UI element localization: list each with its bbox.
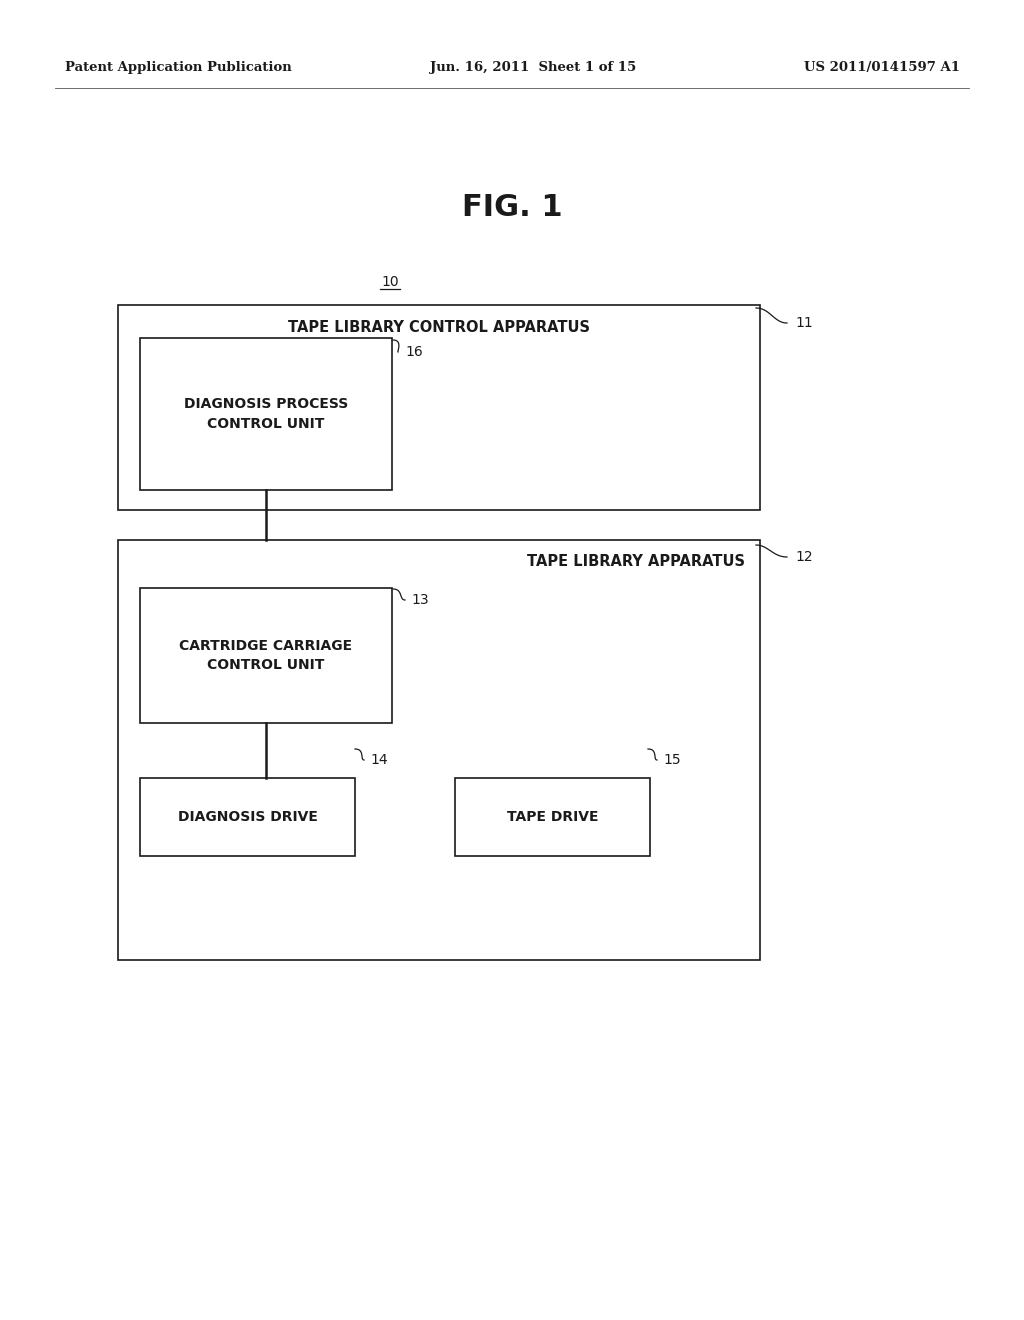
Text: 13: 13 bbox=[411, 593, 429, 607]
Bar bbox=[118, 305, 760, 510]
Text: Jun. 16, 2011  Sheet 1 of 15: Jun. 16, 2011 Sheet 1 of 15 bbox=[430, 62, 636, 74]
Text: DIAGNOSIS DRIVE: DIAGNOSIS DRIVE bbox=[177, 810, 317, 824]
Text: TAPE LIBRARY APPARATUS: TAPE LIBRARY APPARATUS bbox=[527, 554, 745, 569]
Text: 11: 11 bbox=[795, 315, 813, 330]
Bar bbox=[140, 338, 392, 490]
Text: US 2011/0141597 A1: US 2011/0141597 A1 bbox=[804, 62, 961, 74]
Text: TAPE DRIVE: TAPE DRIVE bbox=[507, 810, 598, 824]
Text: CARTRIDGE CARRIAGE
CONTROL UNIT: CARTRIDGE CARRIAGE CONTROL UNIT bbox=[179, 639, 352, 672]
Bar bbox=[140, 777, 355, 855]
Text: 14: 14 bbox=[370, 752, 388, 767]
Text: FIG. 1: FIG. 1 bbox=[462, 194, 562, 223]
Text: 16: 16 bbox=[406, 345, 423, 359]
Text: 10: 10 bbox=[381, 275, 398, 289]
Text: 12: 12 bbox=[795, 550, 813, 564]
Bar bbox=[118, 540, 760, 960]
Text: TAPE LIBRARY CONTROL APPARATUS: TAPE LIBRARY CONTROL APPARATUS bbox=[288, 319, 590, 334]
Text: 15: 15 bbox=[663, 752, 681, 767]
Bar bbox=[455, 777, 650, 855]
Text: DIAGNOSIS PROCESS
CONTROL UNIT: DIAGNOSIS PROCESS CONTROL UNIT bbox=[184, 397, 348, 430]
Bar bbox=[140, 587, 392, 723]
Text: Patent Application Publication: Patent Application Publication bbox=[65, 62, 292, 74]
